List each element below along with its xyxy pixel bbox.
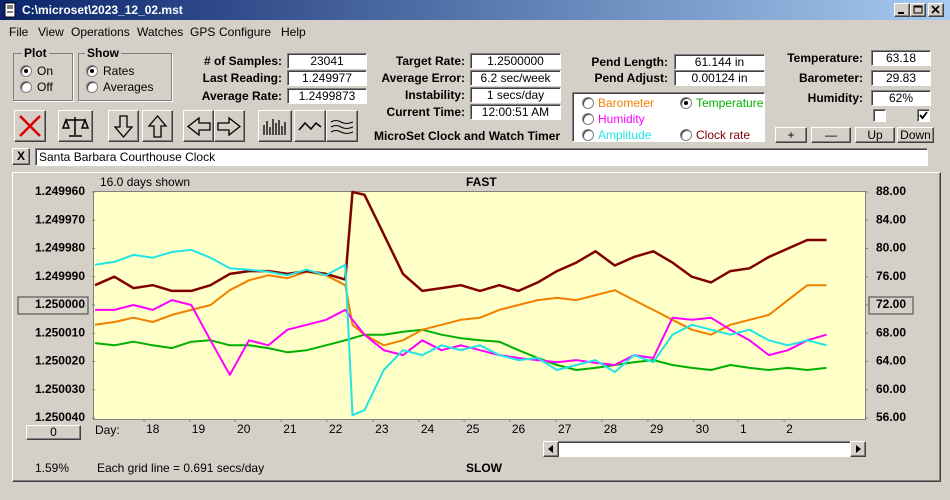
histogram-button[interactable]	[258, 110, 292, 142]
readout-label: Current Time:	[386, 105, 465, 119]
menu-item[interactable]: Help	[281, 25, 306, 39]
radio-button[interactable]	[20, 65, 32, 77]
readout-value: 63.18	[871, 50, 931, 66]
scroll-right-button[interactable]	[850, 441, 866, 457]
series-radio[interactable]	[582, 129, 594, 141]
readout-value: 1.2500000	[470, 53, 561, 69]
up-button[interactable]	[142, 110, 173, 142]
readout-label: Target Rate:	[395, 54, 465, 68]
readout-value: 23041	[287, 53, 367, 69]
group-label: Plot	[22, 46, 49, 60]
radio-label[interactable]: On	[37, 64, 54, 78]
menu-item[interactable]: View	[38, 25, 64, 39]
series-radio-label[interactable]: Temperature	[696, 96, 764, 110]
control-button[interactable]: Down	[897, 127, 934, 143]
multi-line-button[interactable]	[326, 110, 358, 142]
scrollbar-track[interactable]	[543, 441, 866, 457]
slow-label: SLOW	[466, 461, 502, 475]
app-icon	[4, 2, 16, 18]
readout-value: 6.2 sec/week	[470, 70, 561, 86]
window-title: C:\microset\2023_12_02.mst	[22, 3, 183, 17]
menu-item[interactable]: Watches	[137, 25, 184, 39]
day-label: Day:	[95, 423, 120, 437]
checkbox[interactable]	[917, 109, 930, 122]
series-radio[interactable]	[680, 129, 692, 141]
radio-button[interactable]	[86, 81, 98, 93]
title-bar	[0, 0, 950, 20]
plot-area	[93, 191, 866, 420]
readout-label: # of Samples:	[203, 54, 282, 68]
clear-name-button[interactable]: X	[12, 148, 30, 165]
menu-item[interactable]: Operations	[71, 25, 130, 39]
series-radio-label[interactable]: Barometer	[598, 96, 655, 110]
readout-value: 1.2499873	[287, 88, 367, 104]
grid-note: Each grid line = 0.691 secs/day	[97, 461, 265, 475]
readout-label: Temperature:	[787, 51, 863, 65]
menu-item[interactable]: GPS	[190, 25, 216, 39]
left-button[interactable]	[183, 110, 214, 142]
line-view-button[interactable]	[294, 110, 326, 142]
app-name: MicroSet Clock and Watch Timer	[374, 129, 561, 143]
radio-button[interactable]	[86, 65, 98, 77]
group-label: Show	[85, 46, 121, 60]
readout-label: Average Rate:	[201, 89, 282, 103]
balance-button[interactable]	[58, 110, 93, 142]
down-button[interactable]	[108, 110, 139, 142]
readout-label: Pend Length:	[591, 55, 668, 69]
readout-value: 1.249977	[287, 70, 367, 86]
checkbox[interactable]	[873, 109, 886, 122]
readout-value: 62%	[871, 90, 931, 106]
menu-item[interactable]: Configure	[219, 25, 272, 39]
show-group-box	[78, 53, 172, 101]
readout-label: Barometer:	[798, 71, 863, 85]
maximize-button[interactable]	[910, 3, 926, 17]
right-button[interactable]	[214, 110, 245, 142]
radio-dot	[684, 101, 688, 105]
readout-value: 0.00124 in	[674, 70, 765, 86]
scroll-left-button[interactable]	[543, 441, 559, 457]
readout-value: 1 secs/day	[470, 87, 561, 103]
clock-name-field[interactable]: Santa Barbara Courthouse Clock	[35, 148, 928, 166]
percent-readout: 1.59%	[35, 461, 70, 475]
close-window-button[interactable]	[928, 3, 944, 17]
series-radio[interactable]	[680, 97, 692, 109]
radio-dot	[24, 69, 28, 73]
radio-label[interactable]: Rates	[103, 64, 135, 78]
control-button[interactable]: Up	[855, 127, 895, 143]
check-mark	[919, 111, 928, 120]
readout-label: Last Reading:	[202, 71, 282, 85]
menu-item[interactable]: File	[9, 25, 29, 39]
series-select-panel	[572, 92, 765, 142]
offset-button[interactable]: 0	[26, 425, 81, 440]
series-radio-label[interactable]: Clock rate	[696, 128, 751, 142]
control-button[interactable]: —	[811, 127, 851, 143]
radio-label[interactable]: Averages	[103, 80, 154, 94]
series-radio[interactable]	[582, 113, 594, 125]
readout-value: 12:00:51 AM	[470, 104, 561, 120]
series-radio-label[interactable]: Amplitude	[598, 128, 652, 142]
fast-label: FAST	[466, 175, 497, 189]
readout-label: Pend Adjust:	[594, 71, 668, 85]
readout-label: Average Error:	[381, 71, 465, 85]
radio-button[interactable]	[20, 81, 32, 93]
clear-button[interactable]	[14, 110, 46, 142]
readout-value: 29.83	[871, 70, 931, 86]
radio-dot	[90, 69, 94, 73]
series-radio[interactable]	[582, 97, 594, 109]
days-shown: 16.0 days shown	[100, 175, 191, 189]
control-button[interactable]: +	[775, 127, 807, 143]
readout-label: Humidity:	[807, 91, 863, 105]
series-radio-label[interactable]: Humidity	[598, 112, 645, 126]
readout-value: 61.144 in	[674, 54, 765, 70]
radio-label[interactable]: Off	[37, 80, 53, 94]
readout-label: Instability:	[404, 88, 465, 102]
minimize-button[interactable]	[894, 3, 910, 17]
